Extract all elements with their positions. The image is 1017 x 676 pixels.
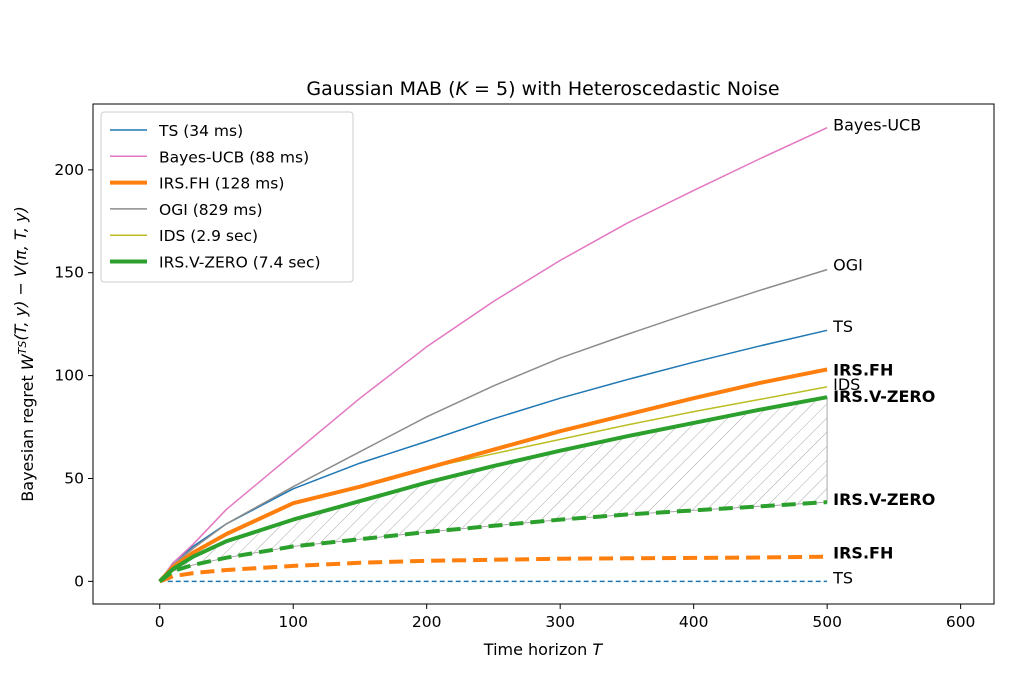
- legend-label: TS (34 ms): [158, 122, 243, 140]
- y-axis-label: Bayesian regret WTS(T, y) − V(π, T, y): [11, 206, 37, 501]
- series-group: [158, 127, 828, 584]
- series-line-0: [159, 329, 828, 582]
- end-label: IRS.FH: [833, 360, 893, 379]
- x-tick-label: 100: [278, 613, 308, 631]
- series-line-8: [158, 500, 828, 583]
- x-tick-label: 400: [679, 613, 709, 631]
- y-tick-label: 150: [54, 264, 84, 282]
- x-axis-label: Time horizon T: [483, 640, 604, 659]
- end-label: OGI: [833, 255, 863, 274]
- legend-box: [100, 111, 354, 283]
- end-label: IRS.V-ZERO: [833, 490, 935, 509]
- legend-label: OGI (829 ms): [159, 201, 263, 219]
- y-axis-ticks: 0 50 100 150 200: [54, 161, 93, 590]
- legend-label: IDS (2.9 sec): [159, 227, 258, 245]
- plot-area: [92, 103, 995, 605]
- x-axis-ticks: 0 100 200 300 400 500 600: [155, 604, 976, 631]
- end-label: TS: [832, 568, 853, 587]
- end-label: Bayes-UCB: [833, 116, 921, 135]
- x-tick-label: 0: [155, 613, 165, 631]
- x-tick-label: 200: [412, 613, 442, 631]
- legend-label: Bayes-UCB (88 ms): [159, 148, 309, 166]
- legend: TS (34 ms) Bayes-UCB (88 ms) IRS.FH (128 m…: [100, 111, 354, 283]
- y-tick-label: 100: [54, 367, 84, 385]
- x-tick-label: 500: [812, 613, 842, 631]
- series-line-3: [159, 268, 828, 582]
- end-label: IRS.FH: [833, 544, 893, 563]
- series-line-1: [159, 127, 828, 582]
- y-tick-label: 0: [74, 572, 84, 590]
- y-tick-label: 200: [54, 161, 84, 179]
- chart-title: Gaussian MAB (K = 5) with Heteroscedasti…: [306, 78, 779, 100]
- x-tick-label: 600: [946, 613, 976, 631]
- series-line-2: [158, 367, 828, 583]
- x-tick-label: 300: [545, 613, 575, 631]
- series-line-7: [158, 554, 828, 584]
- series-line-5: [158, 395, 828, 583]
- legend-label: IRS.V-ZERO (7.4 sec): [159, 254, 321, 272]
- end-labels: Bayes-UCBOGITSIRS.FHIDSIRS.V-ZEROIRS.V-Z…: [832, 116, 935, 588]
- legend-label: IRS.FH (128 ms): [159, 175, 284, 193]
- end-label: TS: [832, 317, 853, 336]
- end-label: IRS.V-ZERO: [833, 387, 935, 406]
- end-label: IDS: [833, 375, 860, 394]
- y-tick-label: 50: [64, 469, 84, 487]
